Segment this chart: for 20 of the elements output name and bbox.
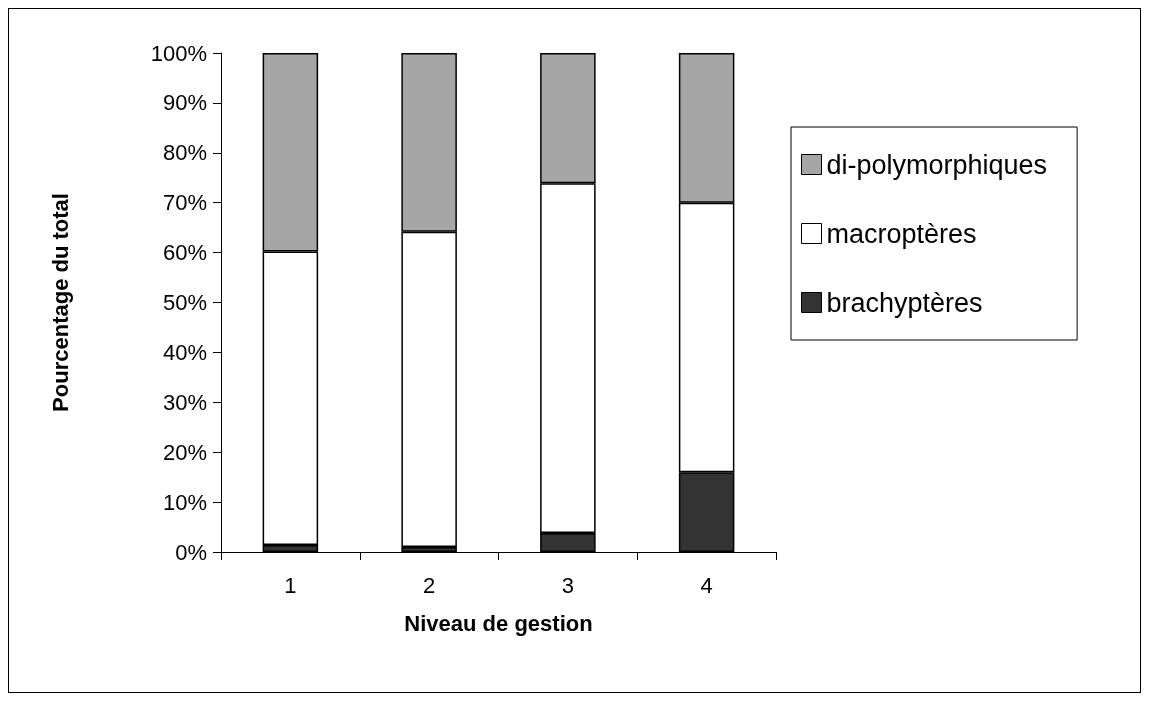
legend-label: macroptères <box>826 218 977 249</box>
y-tick-label: 30% <box>162 389 207 415</box>
y-tick-label: 50% <box>162 290 207 315</box>
x-tick-label: 2 <box>423 572 436 598</box>
x-axis-title: Niveau de gestion <box>404 610 593 636</box>
y-tick-label: 0% <box>175 539 207 565</box>
y-tick-label: 90% <box>162 90 207 116</box>
legend-label: di-polymorphiques <box>826 149 1048 180</box>
y-tick-label: 70% <box>162 190 207 216</box>
x-tick-label: 3 <box>561 572 574 598</box>
y-tick-label: 80% <box>162 140 207 166</box>
y-tick-label: 100% <box>150 40 207 66</box>
y-axis-title: Pourcentage du total <box>47 193 73 412</box>
y-tick-label: 10% <box>162 489 207 515</box>
y-tick-label: 20% <box>162 439 207 465</box>
legend-label: brachyptères <box>826 287 983 318</box>
x-tick-label: 1 <box>284 572 297 598</box>
x-tick-label: 4 <box>700 572 713 598</box>
y-tick-label: 40% <box>162 339 207 365</box>
y-tick-label: 60% <box>162 240 207 266</box>
